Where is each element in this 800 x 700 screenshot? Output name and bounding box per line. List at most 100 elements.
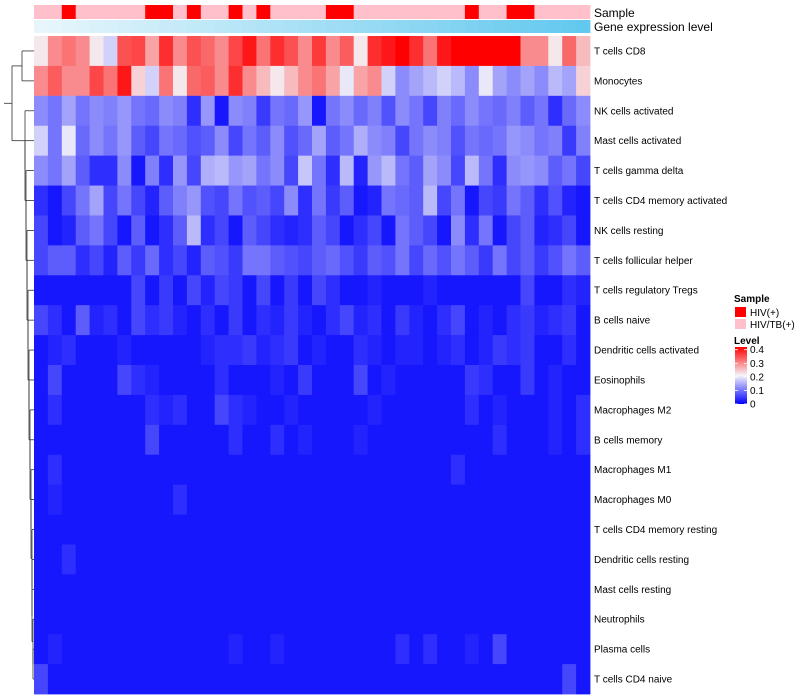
heatmap-cell	[103, 155, 118, 186]
heatmap-cell	[214, 36, 229, 67]
heatmap-cell	[437, 604, 452, 635]
heatmap-cell	[464, 275, 480, 306]
heatmap-cell	[34, 245, 49, 276]
heatmap-cell	[325, 634, 341, 665]
sample-cell	[173, 5, 188, 19]
heatmap-cell	[47, 305, 63, 336]
heatmap-cell	[270, 95, 285, 127]
heatmap-cell	[492, 604, 507, 635]
heatmap-cell	[506, 604, 521, 635]
heatmap-cell	[145, 125, 160, 157]
heatmap-cell	[548, 514, 563, 545]
heatmap-cell	[506, 544, 521, 575]
heatmap-cell	[409, 335, 424, 366]
sample-cell	[214, 5, 229, 19]
heatmap-cell	[312, 484, 327, 515]
heatmap-cell	[478, 275, 494, 306]
heatmap-cell	[534, 335, 549, 366]
heatmap-cell	[437, 544, 452, 575]
heatmap-cell	[284, 95, 299, 127]
heatmap-cell	[451, 424, 466, 456]
heatmap-cell	[312, 155, 327, 186]
sample-cell	[520, 5, 535, 19]
heatmap-cell	[173, 275, 188, 306]
heatmap-cell	[325, 185, 341, 216]
sample-annotation-label: Sample	[594, 6, 635, 20]
expression-cell	[284, 20, 299, 33]
heatmap-cell	[228, 634, 243, 665]
heatmap-cell	[270, 664, 285, 695]
heatmap-cell	[367, 574, 382, 605]
heatmap-cell	[270, 544, 285, 575]
heatmap-cell	[423, 155, 438, 186]
heatmap-cell	[437, 215, 452, 246]
heatmap-cell	[298, 275, 313, 306]
heatmap-cell	[117, 424, 132, 456]
row-label: Macrophages M2	[594, 405, 672, 416]
heatmap-cell	[492, 36, 507, 67]
heatmap-cell	[131, 454, 146, 486]
heatmap-cell	[270, 514, 285, 545]
heatmap-cell	[145, 484, 160, 515]
heatmap-cell	[520, 514, 535, 545]
heatmap-cell	[103, 514, 118, 545]
heatmap-cell	[214, 484, 229, 515]
heatmap-cell	[34, 394, 49, 426]
heatmap-cell	[173, 65, 188, 97]
heatmap-cell	[173, 424, 188, 456]
heatmap-cell	[534, 514, 549, 545]
heatmap-cell	[131, 215, 146, 246]
heatmap-cell	[103, 95, 118, 127]
heatmap-cell	[464, 574, 480, 605]
sample-cell	[89, 5, 104, 19]
heatmap-cell	[325, 544, 341, 575]
heatmap-cell	[200, 574, 216, 605]
heatmap-cell	[256, 65, 271, 97]
heatmap-cell	[423, 305, 438, 336]
heatmap-cell	[312, 335, 327, 366]
heatmap-cell	[34, 215, 49, 246]
heatmap-cell	[451, 484, 466, 515]
heatmap-cell	[75, 275, 90, 306]
heatmap-cell	[478, 95, 494, 127]
heatmap-cell	[186, 245, 202, 276]
heatmap-cell	[145, 604, 160, 635]
heatmap-cell	[548, 544, 563, 575]
heatmap-cell	[451, 544, 466, 575]
heatmap-cell	[548, 36, 563, 67]
expression-cell	[228, 20, 243, 33]
heatmap-cell	[89, 514, 104, 545]
heatmap-cell	[200, 664, 216, 695]
heatmap-cell	[423, 604, 438, 635]
heatmap-cell	[548, 604, 563, 635]
heatmap-cell	[464, 36, 480, 67]
heatmap-cell	[270, 365, 285, 396]
heatmap-cell	[228, 305, 243, 336]
heatmap-cell	[284, 125, 299, 157]
level-tick-label: 0	[750, 400, 756, 411]
heatmap-cell	[61, 394, 77, 426]
heatmap-cell	[506, 514, 521, 545]
heatmap-cell	[478, 185, 494, 216]
sample-cell	[131, 5, 146, 19]
heatmap-cell	[34, 155, 49, 186]
heatmap-cell	[117, 365, 132, 396]
sample-cell	[145, 5, 160, 19]
heatmap-cell	[34, 604, 49, 635]
heatmap-cell	[339, 424, 355, 456]
heatmap-cell	[478, 424, 494, 456]
heatmap-cell	[423, 275, 438, 306]
heatmap-cell	[367, 36, 382, 67]
heatmap-cell	[284, 245, 299, 276]
heatmap-cell	[325, 424, 341, 456]
heatmap-cell	[117, 215, 132, 246]
heatmap-cell	[423, 574, 438, 605]
heatmap-cell	[256, 394, 271, 426]
heatmap-cell	[75, 36, 90, 67]
row-dendrogram	[4, 50, 34, 680]
heatmap-cell	[312, 574, 327, 605]
heatmap-cell	[242, 305, 257, 336]
heatmap-cell	[186, 215, 202, 246]
expression-cell	[548, 20, 563, 33]
heatmap-cell	[228, 604, 243, 635]
